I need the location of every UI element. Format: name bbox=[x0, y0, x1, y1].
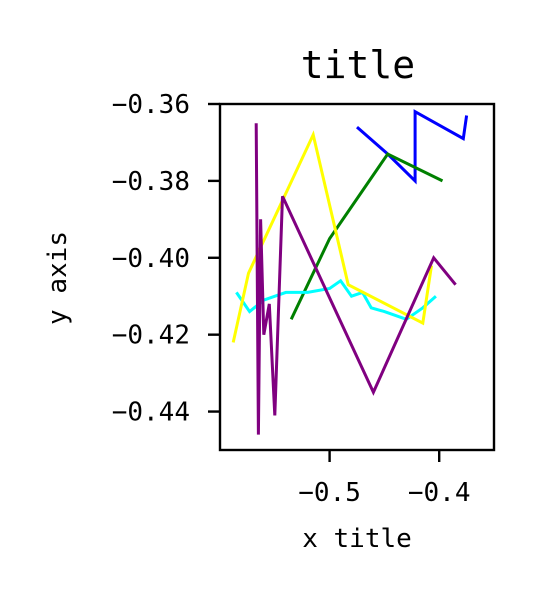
x-tick-label: −0.5 bbox=[298, 478, 361, 508]
y-axis-label: y axis bbox=[43, 231, 73, 325]
x-axis-label: x title bbox=[302, 524, 412, 554]
x-tick-label: −0.4 bbox=[408, 478, 471, 508]
plot-lines bbox=[231, 109, 469, 435]
series-line-3 bbox=[235, 278, 437, 321]
x-axis: −0.5 −0.4 bbox=[298, 450, 471, 508]
y-tick-label: −0.40 bbox=[112, 244, 190, 274]
series-line-1 bbox=[356, 109, 469, 185]
plot-frame bbox=[218, 102, 496, 452]
series-line-5 bbox=[254, 123, 457, 435]
y-tick-label: −0.36 bbox=[112, 90, 190, 120]
series-line-4 bbox=[231, 130, 433, 343]
chart-title: title bbox=[301, 43, 415, 87]
y-tick-label: −0.42 bbox=[112, 321, 190, 351]
y-tick-label: −0.38 bbox=[112, 167, 190, 197]
y-axis: −0.36 −0.38 −0.40 −0.42 −0.44 bbox=[112, 90, 220, 428]
y-tick-label: −0.44 bbox=[112, 398, 190, 428]
series-line-2 bbox=[289, 152, 444, 320]
